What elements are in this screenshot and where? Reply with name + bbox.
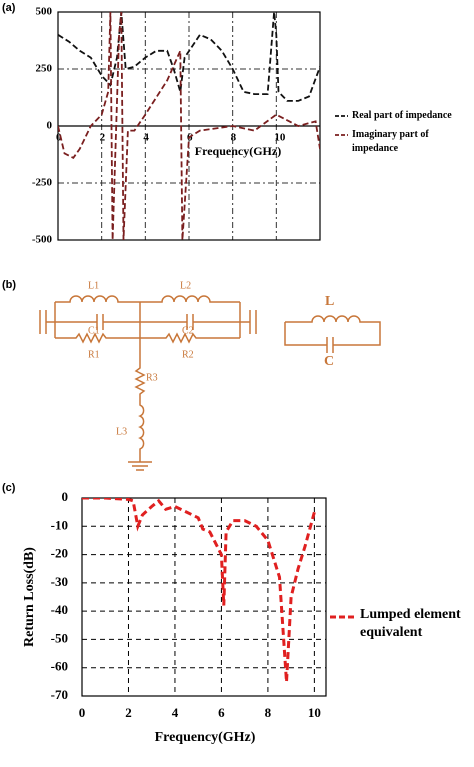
y-tick-label: 500 — [36, 6, 53, 18]
x-tick-label: 8 — [265, 705, 272, 720]
x-axis-label: Frequency(GHz) — [195, 144, 281, 158]
y-tick-label: -250 — [32, 177, 53, 189]
y-tick-label: -30 — [51, 574, 68, 589]
x-axis-label: Frequency(GHz) — [155, 730, 256, 745]
panel-label: (a) — [2, 2, 16, 14]
y-tick-label: -10 — [51, 517, 68, 532]
component-label: L2 — [180, 280, 191, 291]
y-tick-label: -40 — [51, 602, 68, 617]
component-label: L — [325, 294, 334, 309]
y-tick-label: 0 — [47, 120, 53, 132]
component-label: R2 — [182, 349, 194, 360]
circuit: (b) L1 L2 C1 C2 R1 R2 R3 L3 L C — [2, 279, 381, 471]
data-line — [58, 12, 320, 102]
capacitor — [55, 314, 240, 330]
component-label: C — [324, 354, 334, 369]
inductor — [55, 295, 240, 303]
data-line — [58, 12, 320, 240]
x-tick-label: 10 — [274, 132, 286, 144]
resistor — [55, 332, 240, 344]
plot-frame — [81, 497, 327, 697]
y-tick-label: -20 — [51, 546, 68, 561]
y-tick-label: -50 — [51, 630, 68, 645]
legend-label: Imaginary part of impedance — [352, 129, 429, 154]
y-axis-label: Return Loss(dB) — [22, 547, 37, 647]
x-tick-label: 4 — [143, 132, 149, 144]
x-tick-label: 10 — [308, 705, 321, 720]
lc-tank — [284, 315, 381, 353]
x-tick-label: 2 — [100, 132, 106, 144]
y-tick-label: 250 — [36, 63, 53, 75]
component-label: L3 — [116, 426, 127, 437]
component-label: C1 — [88, 325, 100, 336]
component-label: C2 — [182, 325, 194, 336]
x-tick-label: 8 — [231, 132, 237, 144]
y-tick-label: -70 — [51, 687, 68, 702]
component-label: R3 — [146, 372, 158, 383]
y-tick-label: 0 — [62, 489, 69, 504]
legend-label: Lumped element equivalent — [360, 607, 461, 640]
data-line — [82, 498, 316, 683]
y-tick-label: -60 — [51, 659, 68, 674]
panel-label: (c) — [2, 482, 16, 494]
x-tick-label: 0 — [79, 705, 86, 720]
component-label: L1 — [88, 280, 99, 291]
x-tick-label: 6 — [218, 705, 225, 720]
x-tick-label: 2 — [125, 705, 132, 720]
legend-label: Real part of impedance — [352, 110, 452, 121]
y-tick-label: -500 — [32, 234, 53, 246]
x-tick-label: 4 — [172, 705, 179, 720]
shunt-branch — [128, 302, 152, 471]
panel-label: (b) — [2, 279, 16, 291]
x-tick-label: 0 — [56, 132, 62, 144]
component-label: R1 — [88, 349, 100, 360]
